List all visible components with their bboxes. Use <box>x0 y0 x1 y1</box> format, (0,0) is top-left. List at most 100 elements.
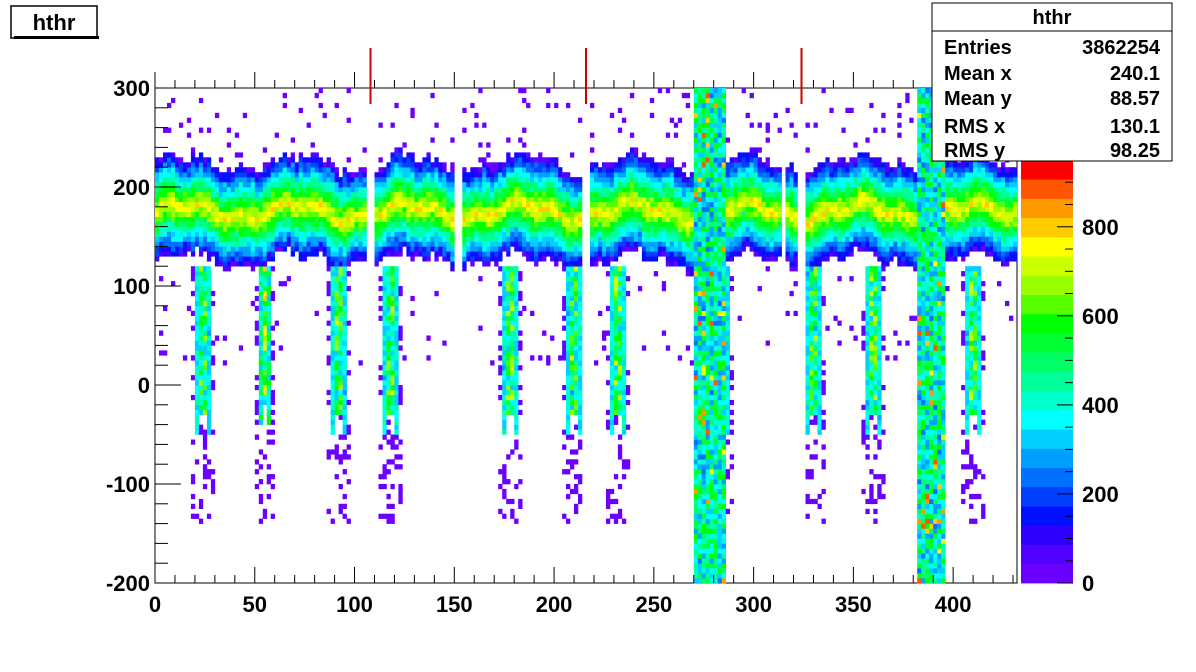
heatmap-cell <box>506 172 511 178</box>
heatmap-cell <box>673 177 679 183</box>
heatmap-cell <box>514 335 519 341</box>
heatmap-cell <box>306 226 311 232</box>
heatmap-cell <box>721 117 726 123</box>
heatmap-cell <box>665 201 671 208</box>
heatmap-cell <box>713 528 718 534</box>
heatmap-cell <box>390 226 395 232</box>
heatmap-cell <box>374 211 379 217</box>
heatmap-cell <box>342 345 347 351</box>
heatmap-cell <box>693 543 699 549</box>
heatmap-cell <box>574 177 579 183</box>
heatmap-cell <box>609 241 615 247</box>
heatmap-cell <box>534 226 539 232</box>
heatmap-cell <box>238 172 244 178</box>
heatmap-cell <box>198 375 204 381</box>
heatmap-cell <box>394 454 399 460</box>
heatmap-cell <box>282 226 287 232</box>
heatmap-cell <box>254 399 260 406</box>
heatmap-cell <box>761 216 766 222</box>
heatmap-cell <box>709 295 714 302</box>
heatmap-cell <box>546 187 551 193</box>
heatmap-cell <box>398 196 403 203</box>
heatmap-cell <box>538 167 543 173</box>
heatmap-cell <box>542 187 547 193</box>
heatmap-cell <box>262 206 268 212</box>
heatmap-cell <box>693 177 699 183</box>
heatmap-cell <box>514 236 519 242</box>
heatmap-cell <box>617 389 623 396</box>
heatmap-cell <box>661 246 667 252</box>
heatmap-cell <box>510 365 515 371</box>
heatmap-cell <box>530 221 535 227</box>
heatmap-cell <box>434 290 439 297</box>
heatmap-cell <box>737 241 742 247</box>
heatmap-cell <box>206 300 212 307</box>
heatmap-cell <box>721 211 726 217</box>
heatmap-cell <box>346 201 351 208</box>
heatmap-cell <box>578 325 583 331</box>
heatmap-cell <box>673 256 679 262</box>
heatmap-cell <box>697 157 702 163</box>
heatmap-cell <box>657 162 663 168</box>
heatmap-cell <box>294 172 299 178</box>
heatmap-cell <box>538 152 543 158</box>
heatmap-cell <box>717 419 722 425</box>
heatmap-cell <box>298 182 303 188</box>
heatmap-cell <box>550 231 555 237</box>
heatmap-cell <box>685 177 691 183</box>
heatmap-cell <box>210 380 216 386</box>
heatmap-cell <box>693 182 699 188</box>
heatmap-cell <box>705 558 710 564</box>
heatmap-cell <box>422 241 427 247</box>
heatmap-cell <box>274 172 279 178</box>
heatmap-cell <box>167 226 172 232</box>
heatmap-cell <box>202 206 208 212</box>
heatmap-cell <box>729 236 734 242</box>
heatmap-cell <box>190 191 196 198</box>
heatmap-cell <box>171 201 176 208</box>
heatmap-cell <box>338 191 343 198</box>
heatmap-cell <box>386 276 391 282</box>
heatmap-cell <box>330 424 335 430</box>
heatmap-cell <box>266 370 271 376</box>
heatmap-cell <box>685 187 691 193</box>
heatmap-cell <box>318 157 323 163</box>
heatmap-cell <box>326 389 331 396</box>
heatmap-cell <box>282 177 287 183</box>
heatmap-cell <box>713 211 718 217</box>
heatmap-cell <box>717 281 722 287</box>
heatmap-cell <box>314 182 319 188</box>
heatmap-cell <box>330 281 335 287</box>
heatmap-cell <box>230 187 236 193</box>
heatmap-cell <box>378 182 383 188</box>
heatmap-cell <box>234 221 240 227</box>
heatmap-cell <box>693 370 699 376</box>
heatmap-cell <box>386 355 391 361</box>
heatmap-cell <box>350 236 355 242</box>
heatmap-cell <box>570 350 575 356</box>
heatmap-cell <box>701 360 706 366</box>
heatmap-cell <box>749 167 754 173</box>
heatmap-cell <box>198 201 204 208</box>
heatmap-cell <box>286 196 291 203</box>
heatmap-cell <box>609 226 615 232</box>
heatmap-cell <box>422 182 427 188</box>
heatmap-cell <box>534 236 539 242</box>
heatmap-cell <box>278 281 283 287</box>
heatmap-cell <box>697 523 702 529</box>
heatmap-cell <box>566 484 571 490</box>
heatmap-cell <box>310 157 315 163</box>
heatmap-cell <box>518 216 523 222</box>
heatmap-cell <box>558 355 563 361</box>
heatmap-cell <box>542 241 547 247</box>
heatmap-cell <box>250 177 256 183</box>
heatmap-cell <box>546 206 551 212</box>
heatmap-cell <box>705 538 710 544</box>
heatmap-cell <box>230 246 236 252</box>
heatmap-cell <box>705 122 710 128</box>
heatmap-cell <box>701 558 706 564</box>
heatmap-cell <box>175 211 180 217</box>
heatmap-cell <box>665 261 671 267</box>
heatmap-cell <box>218 182 224 188</box>
heatmap-cell <box>701 523 706 529</box>
